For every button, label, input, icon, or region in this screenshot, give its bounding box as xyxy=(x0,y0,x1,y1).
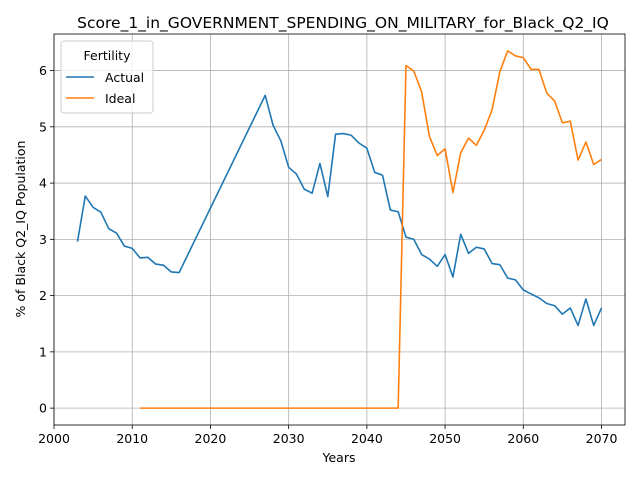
legend-box xyxy=(60,40,154,114)
chart-title: Score_1_in_GOVERNMENT_SPENDING_ON_MILITA… xyxy=(77,14,609,33)
y-tick-label: 2 xyxy=(39,288,47,303)
x-tick-label: 2030 xyxy=(273,431,305,446)
x-tick-label: 2010 xyxy=(116,431,148,446)
y-axis-ticks: 0 1 2 3 4 5 6 xyxy=(39,63,54,416)
legend-label-ideal: Ideal xyxy=(105,91,135,106)
legend-title: Fertility xyxy=(84,48,132,63)
y-tick-label: 5 xyxy=(39,119,47,134)
y-tick-label: 0 xyxy=(39,401,47,416)
x-tick-label: 2040 xyxy=(351,431,383,446)
x-tick-label: 2020 xyxy=(195,431,227,446)
y-tick-label: 4 xyxy=(39,176,47,191)
x-axis-ticks: 2000 2010 2020 2030 2040 2050 2060 2070 xyxy=(38,425,617,446)
y-tick-label: 6 xyxy=(39,63,47,78)
x-axis-label: Years xyxy=(322,450,356,465)
x-tick-label: 2070 xyxy=(586,431,618,446)
x-tick-label: 2060 xyxy=(507,431,539,446)
x-tick-label: 2050 xyxy=(429,431,461,446)
legend-label-actual: Actual xyxy=(105,70,144,85)
plot-frame xyxy=(53,33,626,426)
x-tick-label: 2000 xyxy=(38,431,70,446)
y-axis-label: % of Black Q2_IQ Population xyxy=(13,141,28,318)
legend: Fertility Actual Ideal xyxy=(60,40,154,114)
series-layer xyxy=(76,50,603,409)
y-tick-label: 3 xyxy=(39,232,47,247)
y-tick-label: 1 xyxy=(39,344,47,359)
series-line-actual xyxy=(76,94,603,327)
series-line-ideal xyxy=(140,50,602,409)
